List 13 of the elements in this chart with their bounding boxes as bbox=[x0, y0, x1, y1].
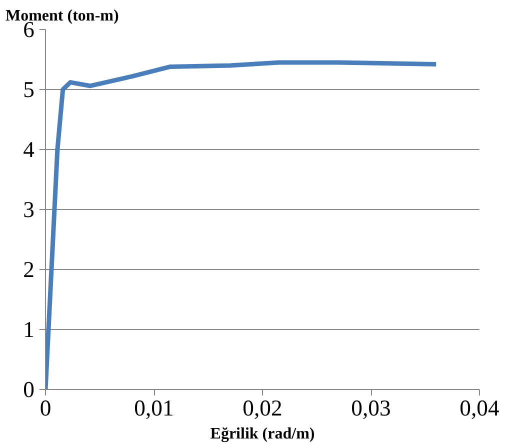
x-tick-label: 0 bbox=[40, 396, 52, 420]
y-tick-label: 3 bbox=[23, 197, 34, 222]
y-tick-label: 5 bbox=[23, 77, 34, 102]
x-axis-title: Eğrilik (rad/m) bbox=[210, 426, 315, 442]
x-tick-label: 0,03 bbox=[351, 396, 391, 420]
x-tick-label: 0,01 bbox=[134, 396, 174, 420]
line-series bbox=[46, 60, 438, 390]
y-tick-label: 1 bbox=[23, 317, 34, 342]
y-tick-label: 0 bbox=[23, 377, 34, 402]
x-tick-label: 0,04 bbox=[460, 396, 500, 420]
y-tick-label: 4 bbox=[23, 137, 34, 162]
x-tick-label: 0,02 bbox=[242, 396, 282, 420]
y-tick-label: 2 bbox=[23, 257, 34, 282]
